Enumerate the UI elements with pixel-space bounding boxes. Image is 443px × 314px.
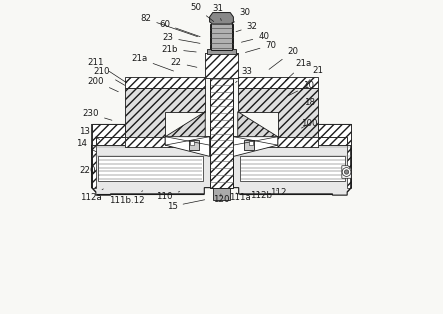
Text: 33: 33 bbox=[236, 68, 253, 83]
Circle shape bbox=[342, 168, 351, 176]
Text: 112: 112 bbox=[270, 188, 287, 198]
Text: 110: 110 bbox=[156, 192, 180, 201]
Text: 111a: 111a bbox=[229, 192, 250, 202]
Text: 112a: 112a bbox=[80, 189, 103, 202]
Bar bbox=[213, 188, 230, 200]
Text: 14: 14 bbox=[76, 139, 97, 152]
Text: 21b: 21b bbox=[162, 45, 196, 54]
Bar bbox=[244, 140, 254, 150]
Polygon shape bbox=[210, 13, 233, 24]
Polygon shape bbox=[238, 88, 319, 137]
Bar bbox=[205, 53, 238, 78]
Polygon shape bbox=[244, 137, 319, 147]
Bar bbox=[189, 140, 199, 150]
Text: 40: 40 bbox=[241, 32, 269, 42]
Circle shape bbox=[344, 170, 349, 174]
Text: 100: 100 bbox=[301, 119, 318, 128]
Text: 31: 31 bbox=[212, 4, 223, 20]
Polygon shape bbox=[238, 77, 319, 88]
Text: 23: 23 bbox=[162, 33, 200, 43]
Text: 13: 13 bbox=[79, 127, 100, 139]
Polygon shape bbox=[165, 137, 210, 156]
Polygon shape bbox=[319, 124, 351, 145]
Text: 20: 20 bbox=[269, 47, 298, 69]
Text: 120: 120 bbox=[213, 194, 229, 204]
Text: 82: 82 bbox=[140, 14, 198, 37]
Text: 210: 210 bbox=[94, 68, 124, 85]
Polygon shape bbox=[92, 137, 222, 195]
Text: 60: 60 bbox=[159, 20, 200, 37]
Polygon shape bbox=[124, 137, 199, 147]
Text: 111b.12: 111b.12 bbox=[109, 191, 145, 205]
Bar bbox=[190, 141, 194, 145]
Text: 22: 22 bbox=[171, 58, 197, 67]
Polygon shape bbox=[124, 77, 205, 88]
Polygon shape bbox=[239, 137, 347, 145]
Polygon shape bbox=[342, 166, 351, 178]
Polygon shape bbox=[222, 137, 351, 195]
Text: 30: 30 bbox=[231, 8, 250, 24]
Polygon shape bbox=[233, 137, 278, 156]
Polygon shape bbox=[210, 24, 233, 188]
Text: 21a: 21a bbox=[285, 59, 311, 81]
Text: 15: 15 bbox=[167, 200, 205, 211]
Polygon shape bbox=[205, 53, 238, 78]
Text: 18: 18 bbox=[299, 98, 315, 112]
Text: 211: 211 bbox=[88, 58, 127, 83]
Text: 50: 50 bbox=[190, 3, 214, 21]
Text: 220: 220 bbox=[79, 165, 99, 175]
Bar bbox=[207, 49, 236, 54]
Polygon shape bbox=[165, 112, 205, 147]
Text: 10: 10 bbox=[288, 81, 314, 96]
Text: 200: 200 bbox=[88, 77, 118, 92]
Polygon shape bbox=[124, 88, 205, 137]
Bar bbox=[240, 156, 345, 181]
Text: 21: 21 bbox=[301, 66, 323, 91]
Polygon shape bbox=[96, 137, 204, 145]
Bar bbox=[98, 156, 203, 181]
Polygon shape bbox=[347, 145, 351, 188]
Polygon shape bbox=[238, 112, 278, 147]
Bar bbox=[249, 141, 253, 145]
Polygon shape bbox=[92, 145, 96, 188]
Text: 32: 32 bbox=[236, 22, 258, 32]
Text: 230: 230 bbox=[82, 109, 112, 120]
Bar bbox=[210, 20, 233, 50]
Polygon shape bbox=[92, 124, 124, 145]
Text: 70: 70 bbox=[245, 41, 276, 52]
Polygon shape bbox=[124, 137, 199, 147]
Text: 21a: 21a bbox=[132, 54, 174, 71]
Polygon shape bbox=[244, 137, 319, 147]
Text: 112b: 112b bbox=[249, 191, 272, 200]
